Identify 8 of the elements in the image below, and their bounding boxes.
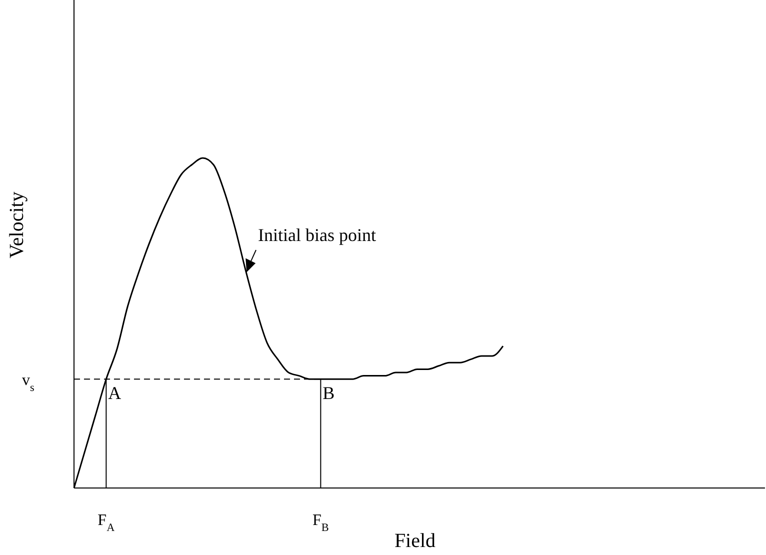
annotation: A	[108, 383, 122, 404]
y-axis-title: Velocity	[6, 192, 28, 258]
x-tick-label: F$_{B}$	[312, 512, 329, 534]
annotation: Initial bias point	[258, 225, 376, 245]
annotation: B	[322, 383, 335, 404]
x-axis-title: Field	[394, 530, 436, 552]
ref-line-label: v$_{s}$	[22, 372, 34, 394]
x-tick-label: F$_{A}$	[98, 512, 115, 534]
